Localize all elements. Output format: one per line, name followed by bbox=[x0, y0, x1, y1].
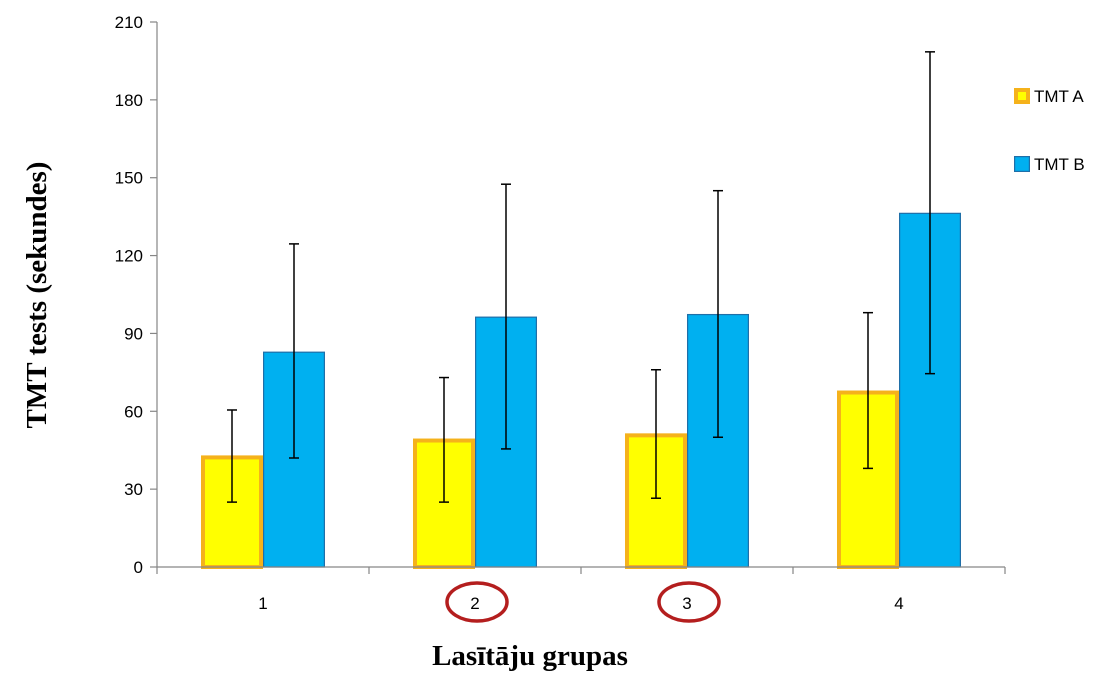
legend-label: TMT A bbox=[1034, 87, 1084, 106]
highlight-circle-3 bbox=[657, 581, 721, 623]
y-tick-label: 180 bbox=[115, 91, 143, 110]
y-tick-label: 150 bbox=[115, 169, 143, 188]
legend-label: TMT B bbox=[1034, 155, 1085, 174]
x-tick-label: 2 bbox=[470, 594, 479, 613]
y-tick-label: 30 bbox=[124, 480, 143, 499]
x-tick-label: 1 bbox=[258, 594, 267, 613]
highlight-circle-2 bbox=[445, 581, 509, 623]
error-bars bbox=[227, 51, 935, 503]
y-tick-label: 60 bbox=[124, 402, 143, 421]
y-axis-title: TMT tests (sekundes) bbox=[21, 162, 53, 429]
bars bbox=[201, 212, 961, 569]
x-tick-label: 3 bbox=[682, 594, 691, 613]
legend: TMT A TMT B bbox=[1013, 87, 1085, 174]
y-tick-label: 0 bbox=[134, 558, 143, 577]
y-tick-label: 120 bbox=[115, 247, 143, 266]
x-axis-title: Lasītāju grupas bbox=[432, 640, 628, 672]
y-tick-label: 210 bbox=[115, 13, 143, 32]
legend-swatch-tmt-a bbox=[1014, 88, 1030, 104]
x-tick-label: 4 bbox=[894, 594, 903, 613]
legend-swatch-tmt-b bbox=[1013, 156, 1030, 173]
bar-tmt-b-4 bbox=[898, 212, 961, 568]
y-ticks: 0 30 60 90 120 150 180 210 bbox=[115, 13, 157, 577]
y-tick-label: 90 bbox=[124, 324, 143, 343]
highlight-circles bbox=[445, 581, 721, 623]
x-ticks: 1 2 3 4 bbox=[156, 567, 1006, 613]
